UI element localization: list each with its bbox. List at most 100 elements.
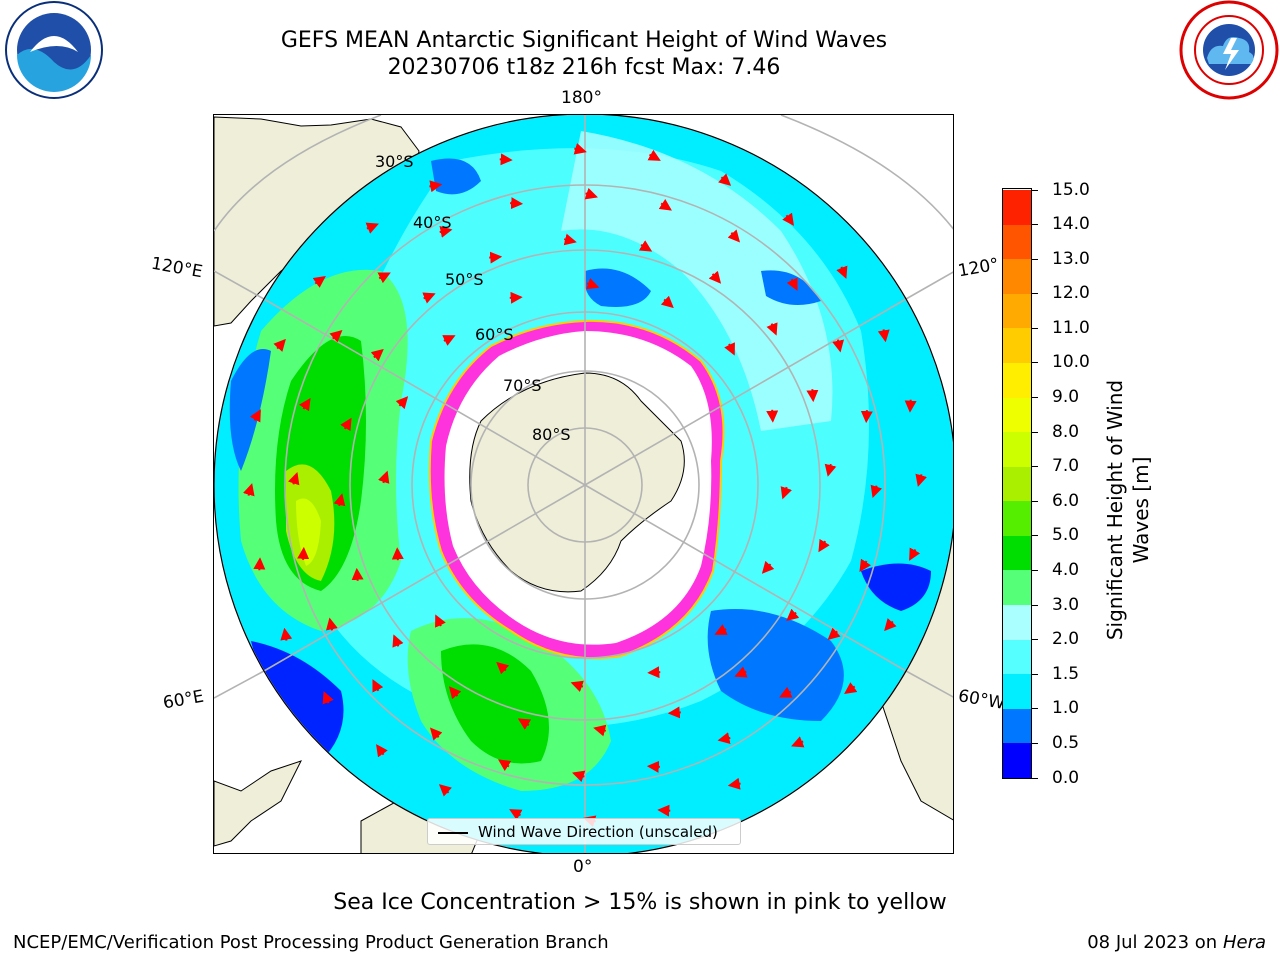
wave-direction-arrow-icon	[667, 706, 681, 719]
colorbar-label: Significant Height of Wind Waves [m]	[1102, 210, 1154, 810]
wave-direction-arrow-icon	[791, 736, 805, 748]
colorbar-segment	[1003, 189, 1031, 225]
colorbar-segment	[1003, 673, 1031, 709]
colorbar-tick	[1032, 362, 1038, 364]
lon-label-60w: 60°W	[956, 686, 1007, 714]
wave-direction-arrow-icon	[510, 197, 524, 210]
wave-direction-arrow-icon	[422, 292, 436, 304]
wave-direction-arrow-icon	[377, 470, 390, 484]
colorbar-segment	[1003, 535, 1031, 571]
wave-direction-arrow-icon	[509, 291, 523, 304]
colorbar-tick-label: 12.0	[1052, 283, 1090, 304]
wave-direction-arrow-icon	[593, 724, 607, 737]
wave-direction-arrow-icon	[498, 759, 512, 772]
wave-direction-arrow-icon	[329, 329, 343, 343]
wave-direction-arrow-icon	[312, 276, 326, 288]
wave-direction-arrow-icon	[647, 666, 661, 679]
colorbar-tick-label: 0.5	[1052, 732, 1080, 753]
wave-direction-arrow-icon	[832, 339, 844, 353]
wave-direction-arrow-icon	[377, 272, 391, 284]
colorbar-tick	[1032, 777, 1038, 779]
wave-direction-arrow-icon	[586, 277, 600, 290]
antarctica-land	[469, 372, 685, 593]
wave-direction-arrow-icon	[870, 484, 883, 498]
lat-label-80s: 80°S	[532, 425, 571, 444]
map-legend: Wind Wave Direction (unscaled)	[427, 818, 741, 845]
colorbar-tick	[1032, 569, 1038, 571]
wave-direction-arrow-icon	[298, 398, 311, 412]
wave-direction-arrow-icon	[448, 686, 462, 700]
wave-direction-arrow-icon	[249, 409, 261, 423]
colorbar-tick-label: 4.0	[1052, 559, 1080, 580]
wave-direction-arrow-icon	[517, 718, 532, 730]
colorbar-segment	[1003, 639, 1031, 675]
lon-label-120w: 120°	[956, 254, 1001, 282]
map-subtitle: 20230706 t18z 216h fcst Max: 7.46	[387, 55, 781, 80]
colorbar-tick-label: 10.0	[1052, 352, 1090, 373]
wave-direction-arrow-icon	[509, 809, 523, 821]
wave-direction-arrow-icon	[786, 608, 800, 622]
colorbar-segment	[1003, 466, 1031, 502]
wave-direction-arrow-icon	[658, 198, 672, 211]
wave-direction-arrow-icon	[638, 240, 653, 252]
colorbar-tick-label: 14.0	[1052, 214, 1090, 235]
wave-direction-arrow-icon	[429, 180, 443, 193]
lon-label-120e: 120°E	[149, 253, 205, 283]
wave-direction-arrow-icon	[647, 149, 661, 161]
footer-machine: Hera	[1222, 932, 1266, 953]
africa-land	[214, 760, 302, 847]
wave-direction-arrow-icon	[836, 265, 848, 279]
wave-direction-arrow-icon	[563, 233, 577, 246]
wave-direction-arrow-icon	[253, 557, 266, 571]
polar-map	[214, 115, 953, 853]
footer-date: 08 Jul 2023 on Hera	[1087, 932, 1266, 953]
wave-direction-arrow-icon	[877, 329, 890, 343]
colorbar-tick	[1032, 189, 1038, 191]
wave-direction-arrow-icon	[243, 483, 255, 497]
colorbar-tick-label: 6.0	[1052, 490, 1080, 511]
wave-direction-arrow-icon	[718, 173, 732, 186]
wave-direction-arrow-icon	[657, 804, 671, 817]
colorbar-tick-label: 9.0	[1052, 387, 1080, 408]
colorbar-tick	[1032, 258, 1038, 260]
wave-direction-arrow-icon	[646, 760, 660, 773]
footer-credit: NCEP/EMC/Verification Post Processing Pr…	[13, 932, 609, 953]
colorbar-tick-label: 1.0	[1052, 698, 1080, 719]
wave-direction-arrow-icon	[376, 744, 388, 758]
wave-direction-arrow-icon	[391, 547, 404, 561]
lat-label-40s: 40°S	[413, 213, 452, 232]
wave-direction-arrow-icon	[827, 627, 841, 641]
wave-direction-arrow-icon	[824, 463, 837, 477]
wave-direction-arrow-icon	[496, 661, 510, 675]
wave-direction-arrow-icon	[909, 547, 921, 561]
colorbar-tick	[1032, 742, 1038, 744]
colorbar-segment	[1003, 397, 1031, 433]
lat-label-30s: 30°S	[375, 152, 414, 171]
wave-direction-arrow-icon	[859, 558, 872, 572]
lat-label-50s: 50°S	[445, 270, 484, 289]
wave-direction-arrow-icon	[786, 277, 798, 291]
wave-direction-arrow-icon	[572, 770, 586, 783]
wave-direction-arrow-icon	[326, 617, 338, 631]
colorbar-segment	[1003, 362, 1031, 398]
wave-direction-arrow-icon	[333, 493, 346, 507]
colorbar	[1002, 188, 1032, 779]
colorbar-tick-label: 13.0	[1052, 248, 1090, 269]
colorbar-segment	[1003, 258, 1031, 294]
colorbar-tick	[1032, 639, 1038, 641]
wave-direction-arrow-icon	[734, 666, 748, 678]
lat-label-60s: 60°S	[475, 325, 514, 344]
colorbar-tick	[1032, 500, 1038, 502]
wave-direction-arrow-icon	[782, 212, 794, 226]
wave-direction-arrow-icon	[904, 399, 917, 413]
lon-label-180: 180°	[561, 88, 602, 108]
wave-direction-arrow-icon	[280, 627, 293, 641]
sea-ice-note: Sea Ice Concentration > 15% is shown in …	[333, 890, 947, 915]
colorbar-tick-label: 1.5	[1052, 663, 1080, 684]
colorbar-tick	[1032, 224, 1038, 226]
wave-direction-arrow-icon	[724, 342, 735, 356]
wave-direction-arrow-icon	[779, 686, 793, 698]
colorbar-segment	[1003, 569, 1031, 606]
wave-direction-arrow-icon	[435, 614, 446, 628]
colorbar-segment	[1003, 327, 1031, 363]
